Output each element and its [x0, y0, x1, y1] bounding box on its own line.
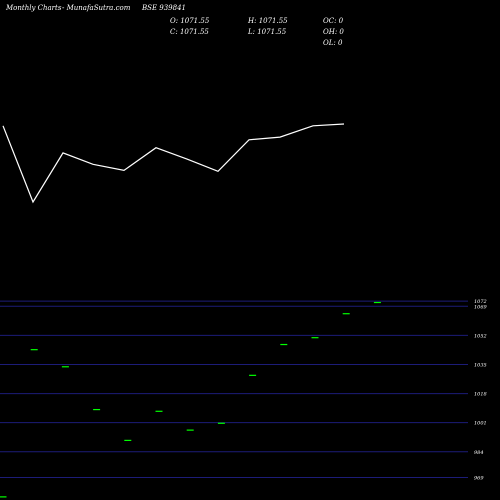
series-line	[2, 123, 345, 204]
y-tick-label: 1001	[474, 421, 487, 427]
candle-body	[30, 349, 38, 351]
oc-value: OC: 0	[323, 17, 344, 25]
oh-value: OH: 0	[323, 28, 344, 36]
y-tick-label: 1018	[474, 392, 487, 398]
y-tick-label: 984	[474, 450, 484, 456]
ol-value: OL: 0	[323, 39, 343, 47]
y-tick-label: 1035	[474, 362, 487, 368]
candle-body	[93, 408, 101, 411]
candle-body	[155, 410, 163, 412]
y-tick-label: 969	[474, 475, 484, 481]
high-value: H: 1071.55	[248, 17, 288, 25]
candle-body	[0, 496, 7, 498]
chart-title: Monthly Charts	[6, 4, 62, 12]
low-value: L: 1071.55	[248, 28, 287, 36]
candle-body	[280, 343, 288, 346]
y-tick-label: 1069	[474, 304, 488, 310]
candle-body	[186, 429, 194, 431]
open-value: O: 1071.55	[170, 17, 210, 25]
y-tick-label: 1052	[474, 333, 487, 339]
candle-body	[217, 422, 225, 424]
candle-body	[249, 374, 257, 376]
line-panel	[2, 123, 345, 204]
candle-panel	[0, 301, 381, 498]
close-value: C: 1071.55	[170, 28, 209, 36]
symbol-label: BSE 939841	[142, 4, 186, 12]
candle-body	[124, 439, 132, 441]
candle-body	[373, 301, 381, 304]
candle-body	[311, 337, 319, 339]
source-label: - MunafaSutra.com	[62, 4, 131, 12]
candle-body	[342, 313, 350, 315]
y-tick-label: 1072	[474, 299, 487, 305]
candle-body	[61, 366, 69, 368]
